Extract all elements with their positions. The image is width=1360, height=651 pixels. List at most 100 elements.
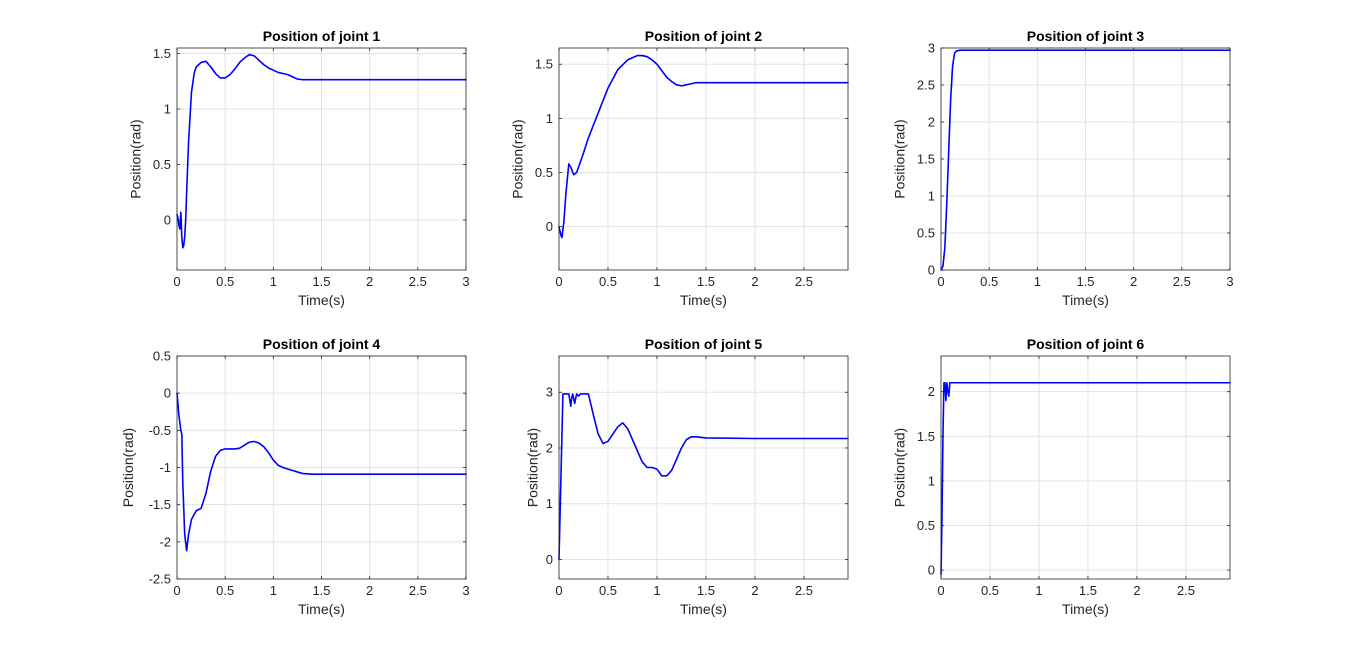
x-tick-label: 0.5 <box>981 583 999 598</box>
y-tick-label: -2.5 <box>149 572 171 587</box>
y-tick-label: 0 <box>164 213 171 228</box>
x-axis-label: Time(s) <box>1062 601 1109 617</box>
x-axis-label: Time(s) <box>680 601 727 617</box>
x-tick-label: 0 <box>937 274 944 289</box>
x-tick-label: 2 <box>751 583 758 598</box>
x-tick-label: 0.5 <box>599 274 617 289</box>
y-axis-label: Position(rad) <box>892 428 908 507</box>
y-tick-label: 1.5 <box>917 152 935 167</box>
y-tick-label: 0.5 <box>153 349 171 364</box>
y-tick-label: 0.5 <box>917 518 935 533</box>
x-tick-label: 0.5 <box>599 583 617 598</box>
chart-title: Position of joint 1 <box>263 28 381 44</box>
y-tick-label: 1.5 <box>917 429 935 444</box>
y-axis-label: Position(rad) <box>510 119 526 198</box>
y-tick-label: 1 <box>928 189 935 204</box>
x-tick-label: 1.5 <box>312 583 330 598</box>
x-tick-label: 1.5 <box>312 274 330 289</box>
x-tick-label: 0 <box>555 583 562 598</box>
x-tick-label: 1 <box>270 583 277 598</box>
x-tick-label: 2.5 <box>409 583 427 598</box>
y-tick-label: -1 <box>159 460 171 475</box>
chart-title: Position of joint 4 <box>263 336 381 352</box>
x-axis-label: Time(s) <box>680 292 727 308</box>
y-tick-label: 1 <box>164 102 171 117</box>
y-axis-label: Position(rad) <box>128 119 144 198</box>
y-tick-label: 3 <box>928 41 935 56</box>
subplot-1: 0 0.5 1 1.5 2 2.5 3 0 0.5 1 1.5 Position of joint 1… <box>128 28 470 308</box>
chart-title: Position of joint 2 <box>645 28 763 44</box>
x-tick-label: 1 <box>1035 583 1042 598</box>
x-axis-label: Time(s) <box>298 601 345 617</box>
x-axis-label: Time(s) <box>1062 292 1109 308</box>
x-tick-label: 2.5 <box>795 274 813 289</box>
x-tick-label: 3 <box>462 583 469 598</box>
subplot-4: 0 0.5 1 1.5 2 2.5 3 -2.5 -2 -1.5 -1 -0.5 0 0.5 Positio… <box>120 336 470 617</box>
subplot-2: 0 0.5 1 1.5 2 2.5 0 0.5 1 1.5 Position of joint 2 T… <box>510 28 849 308</box>
series-line <box>558 393 849 561</box>
x-tick-label: 3 <box>1226 274 1233 289</box>
x-tick-label: 0.5 <box>216 583 234 598</box>
chart-title: Position of joint 3 <box>1027 28 1145 44</box>
x-tick-label: 2 <box>366 274 373 289</box>
y-tick-label: 0 <box>546 219 553 234</box>
x-tick-label: 1 <box>1034 274 1041 289</box>
y-tick-label: 2 <box>928 115 935 130</box>
chart-title: Position of joint 5 <box>645 336 763 352</box>
y-tick-label: 2 <box>546 440 553 455</box>
chart-title: Position of joint 6 <box>1027 336 1145 352</box>
axes-box <box>940 355 1231 580</box>
y-tick-label: -1.5 <box>149 497 171 512</box>
y-tick-label: 0 <box>546 552 553 567</box>
y-tick-label: 0.5 <box>535 165 553 180</box>
x-tick-label: 1 <box>653 583 660 598</box>
y-tick-label: -0.5 <box>149 423 171 438</box>
y-tick-label: 2.5 <box>917 78 935 93</box>
y-tick-label: 3 <box>546 385 553 400</box>
y-axis-label: Position(rad) <box>120 428 136 507</box>
series-line <box>176 392 467 552</box>
x-tick-label: 1 <box>270 274 277 289</box>
subplot-5: 0 0.5 1 1.5 2 2.5 0 1 2 3 Position of joint 5 Time(… <box>525 336 849 617</box>
x-tick-label: 2 <box>1133 583 1140 598</box>
plot-area <box>559 48 848 270</box>
y-tick-label: 2 <box>928 384 935 399</box>
x-tick-label: 2.5 <box>795 583 813 598</box>
x-tick-label: 1.5 <box>697 583 715 598</box>
x-tick-label: 2.5 <box>1177 583 1195 598</box>
axes-box <box>558 47 849 271</box>
x-tick-label: 2 <box>1130 274 1137 289</box>
x-tick-label: 1.5 <box>697 274 715 289</box>
subplot-3: 0 0.5 1 1.5 2 2.5 3 0 0.5 1 1.5 2 2.5 3 Position of jo… <box>892 28 1234 308</box>
y-tick-label: 1 <box>546 496 553 511</box>
y-tick-label: 0 <box>164 386 171 401</box>
series-line <box>940 49 1231 271</box>
y-tick-label: 0 <box>928 263 935 278</box>
series-line <box>176 53 467 249</box>
x-tick-label: 2 <box>751 274 758 289</box>
series-line <box>558 54 849 239</box>
y-tick-label: 0.5 <box>917 226 935 241</box>
y-tick-label: 0.5 <box>153 157 171 172</box>
plot-area <box>559 356 848 579</box>
x-tick-label: 1.5 <box>1079 583 1097 598</box>
x-tick-label: 0 <box>937 583 944 598</box>
y-axis-label: Position(rad) <box>525 428 541 507</box>
x-tick-label: 0 <box>173 583 180 598</box>
axes-box <box>558 355 849 580</box>
x-tick-label: 2 <box>366 583 373 598</box>
subplot-6: 0 0.5 1 1.5 2 2.5 0 0.5 1 1.5 2 Position of joint 6… <box>892 336 1231 617</box>
y-axis-label: Position(rad) <box>892 119 908 198</box>
series-line <box>940 381 1231 576</box>
x-tick-label: 1.5 <box>1076 274 1094 289</box>
y-tick-label: 1 <box>928 473 935 488</box>
x-axis-label: Time(s) <box>298 292 345 308</box>
y-tick-label: 1.5 <box>153 46 171 61</box>
x-tick-label: 2.5 <box>409 274 427 289</box>
x-tick-label: 2.5 <box>1173 274 1191 289</box>
plot-area <box>941 356 1230 579</box>
y-tick-label: 0 <box>928 563 935 578</box>
y-tick-label: 1 <box>546 111 553 126</box>
x-tick-label: 0 <box>173 274 180 289</box>
